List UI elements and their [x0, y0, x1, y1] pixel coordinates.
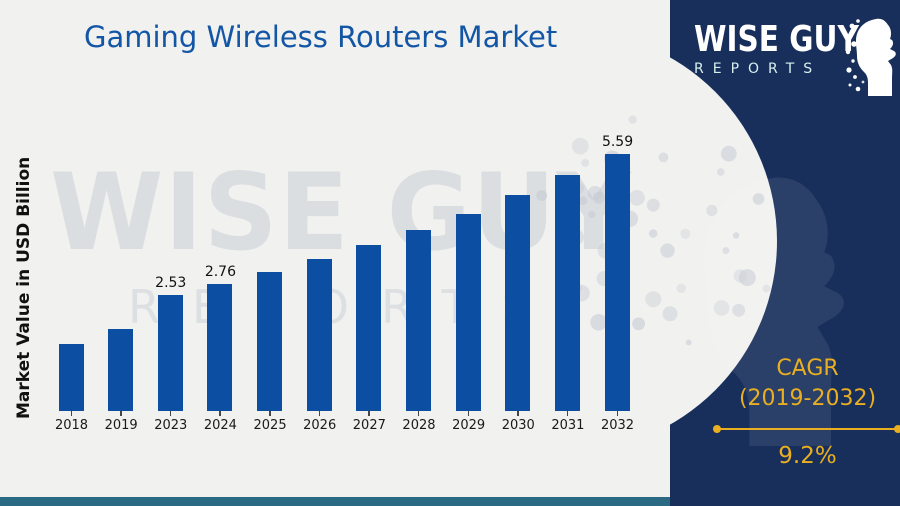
bar-2018: [58, 344, 84, 411]
bar-2026: [306, 259, 332, 411]
x-axis-tick: [318, 411, 321, 416]
bar-2030: [505, 195, 531, 411]
x-axis-tick: [269, 411, 271, 416]
x-axis-tick: [120, 411, 122, 416]
bar-slot-2018: 2018: [55, 130, 88, 433]
x-axis-label-2031: 2031: [551, 418, 585, 433]
x-axis-tick: [169, 411, 172, 416]
bar-slot-2028: 2028: [402, 130, 436, 433]
x-axis-tick: [417, 411, 420, 416]
bar-2029: [455, 214, 481, 411]
bar-slot-2025: 2025: [254, 130, 287, 433]
x-axis-label-2023: 2023: [154, 418, 188, 433]
bar-2025: [257, 272, 283, 411]
bar-value-label-2024: 2.76: [204, 264, 236, 280]
x-axis-label-2019: 2019: [104, 418, 138, 433]
bar-2032: [604, 154, 630, 411]
bar-chart: 2018 2019 2.53 2023 2.76 2024 2025 2026 2027 2028…: [46, 130, 646, 433]
x-axis-tick: [517, 411, 519, 416]
x-axis-tick: [219, 411, 221, 416]
chart-title: Gaming Wireless Routers Market: [84, 20, 558, 54]
y-axis-label: Market Value in USD Billion: [14, 156, 34, 420]
x-axis-tick: [566, 411, 569, 416]
bar-slot-2019: 2019: [105, 130, 138, 433]
x-axis-label-2027: 2027: [352, 418, 386, 433]
x-axis-tick: [616, 411, 619, 416]
bar-2027: [356, 245, 382, 411]
bottom-accent-strip: [0, 497, 670, 506]
bar-slot-2024: 2.76 2024: [204, 130, 237, 433]
x-axis-label-2029: 2029: [452, 418, 486, 433]
bar-slot-2027: 2027: [353, 130, 386, 433]
x-axis-tick: [368, 411, 370, 416]
x-axis-label-2026: 2026: [303, 418, 337, 433]
bar-slot-2026: 2026: [303, 130, 336, 433]
x-axis-label-2025: 2025: [253, 418, 287, 433]
bar-slot-2029: 2029: [452, 130, 485, 433]
bar-2031: [554, 175, 580, 411]
x-axis-label-2018: 2018: [54, 418, 89, 433]
bar-slot-2030: 2030: [502, 130, 535, 433]
x-axis-tick: [70, 411, 72, 416]
bar-slot-2023: 2.53 2023: [154, 130, 187, 433]
bar-value-label-2032: 5.59: [601, 134, 634, 150]
bar-slot-2031: 2031: [551, 130, 584, 433]
x-axis-tick: [467, 411, 470, 416]
bar-value-label-2023: 2.53: [155, 275, 187, 291]
bar-slot-2032: 5.59 2032: [601, 130, 634, 433]
bar-2028: [405, 230, 431, 411]
x-axis-label-2030: 2030: [501, 418, 535, 433]
bar-2023: [157, 295, 183, 411]
x-axis-label-2032: 2032: [600, 418, 635, 433]
x-axis-label-2024: 2024: [203, 418, 237, 433]
bar-2024: [207, 284, 233, 411]
bar-2019: [108, 329, 134, 411]
x-axis-label-2028: 2028: [402, 418, 436, 433]
